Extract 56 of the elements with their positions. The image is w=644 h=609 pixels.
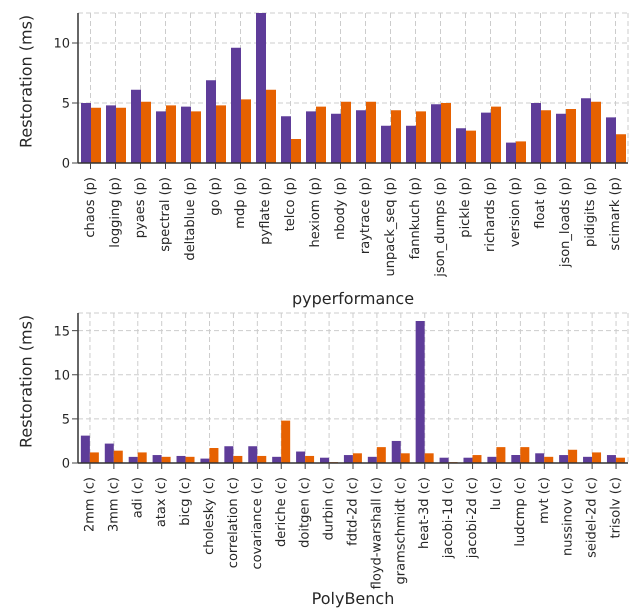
x-tick-label: spectral (p) [158, 177, 173, 252]
x-tick-label: fannkuch (p) [408, 177, 423, 260]
x-tick-label: telco (p) [283, 177, 298, 232]
x-tick-label: seidel-2d (c) [584, 477, 600, 558]
x-tick-label: trisolv (c) [608, 477, 624, 539]
x-tick-label: version (p) [508, 177, 523, 248]
x-tick-label: deriche (c) [274, 477, 289, 548]
x-tick-label: mdp (p) [233, 177, 248, 229]
x-tick-label: logging (p) [108, 177, 123, 248]
x-tick-label: pickle (p) [458, 177, 473, 238]
x-tick-label: cholesky (c) [202, 477, 218, 555]
x-tick-label: nbody (p) [333, 177, 348, 240]
y-axis-title: Restoration (ms) [16, 314, 36, 448]
y-tick-label: 0 [62, 456, 70, 472]
x-tick-label: floyd-warshall (c) [369, 477, 384, 590]
y-tick-label: 10 [53, 36, 70, 52]
x-tick-label: pidigits (p) [583, 177, 598, 247]
x-tick-label: pyflate (p) [258, 177, 273, 245]
x-tick-label: scimark (p) [608, 177, 623, 251]
x-tick-label: hexiom (p) [308, 177, 323, 248]
x-tick-label: jacobi-1d (c) [441, 477, 456, 560]
x-tick-label: jacobi-2d (c) [465, 477, 480, 560]
x-tick-label: gramschmidt (c) [393, 477, 408, 584]
y-axis-title: Restoration (ms) [16, 14, 36, 148]
x-tick-label: bicg (c) [178, 477, 194, 526]
x-tick-label: mvt (c) [536, 477, 552, 524]
x-tick-label: doitgen (c) [298, 477, 313, 548]
y-tick-label: 5 [62, 412, 70, 428]
x-tick-label: richards (p) [483, 177, 498, 252]
x-tick-label: adi (c) [130, 477, 146, 518]
y-tick-label: 10 [53, 368, 70, 384]
x-tick-label: go (p) [208, 177, 223, 216]
x-tick-label: durbin (c) [322, 477, 337, 540]
x-tick-label: float (p) [533, 177, 548, 229]
x-tick-label: 3mm (c) [106, 477, 122, 532]
x-tick-label: covariance (c) [250, 477, 265, 570]
x-tick-label: unpack_seq (p) [383, 177, 398, 276]
x-tick-label: fdtd-2d (c) [346, 477, 360, 546]
x-tick-label: atax (c) [154, 477, 170, 528]
x-tick-label: pyaes (p) [133, 177, 148, 238]
x-tick-label: ludcmp (c) [512, 477, 528, 547]
y-tick-label: 15 [53, 324, 70, 340]
x-tick-label: chaos (p) [83, 177, 98, 238]
x-tick-label: nussinov (c) [560, 477, 576, 556]
x-tick-label: correlation (c) [226, 477, 241, 568]
x-axis-title: PolyBench [312, 589, 394, 608]
y-tick-label: 5 [62, 96, 70, 112]
x-tick-label: heat-3d (c) [417, 477, 432, 549]
x-tick-label: deltablue (p) [183, 177, 198, 261]
x-tick-label: json_loads (p) [558, 177, 573, 268]
x-axis-title: pyperformance [292, 289, 414, 308]
x-tick-label: json_dumps (p) [433, 177, 448, 278]
x-tick-label: lu (c) [488, 477, 504, 510]
x-tick-label: 2mm (c) [82, 477, 98, 532]
y-tick-label: 0 [62, 156, 70, 172]
x-tick-label: raytrace (p) [358, 177, 373, 254]
